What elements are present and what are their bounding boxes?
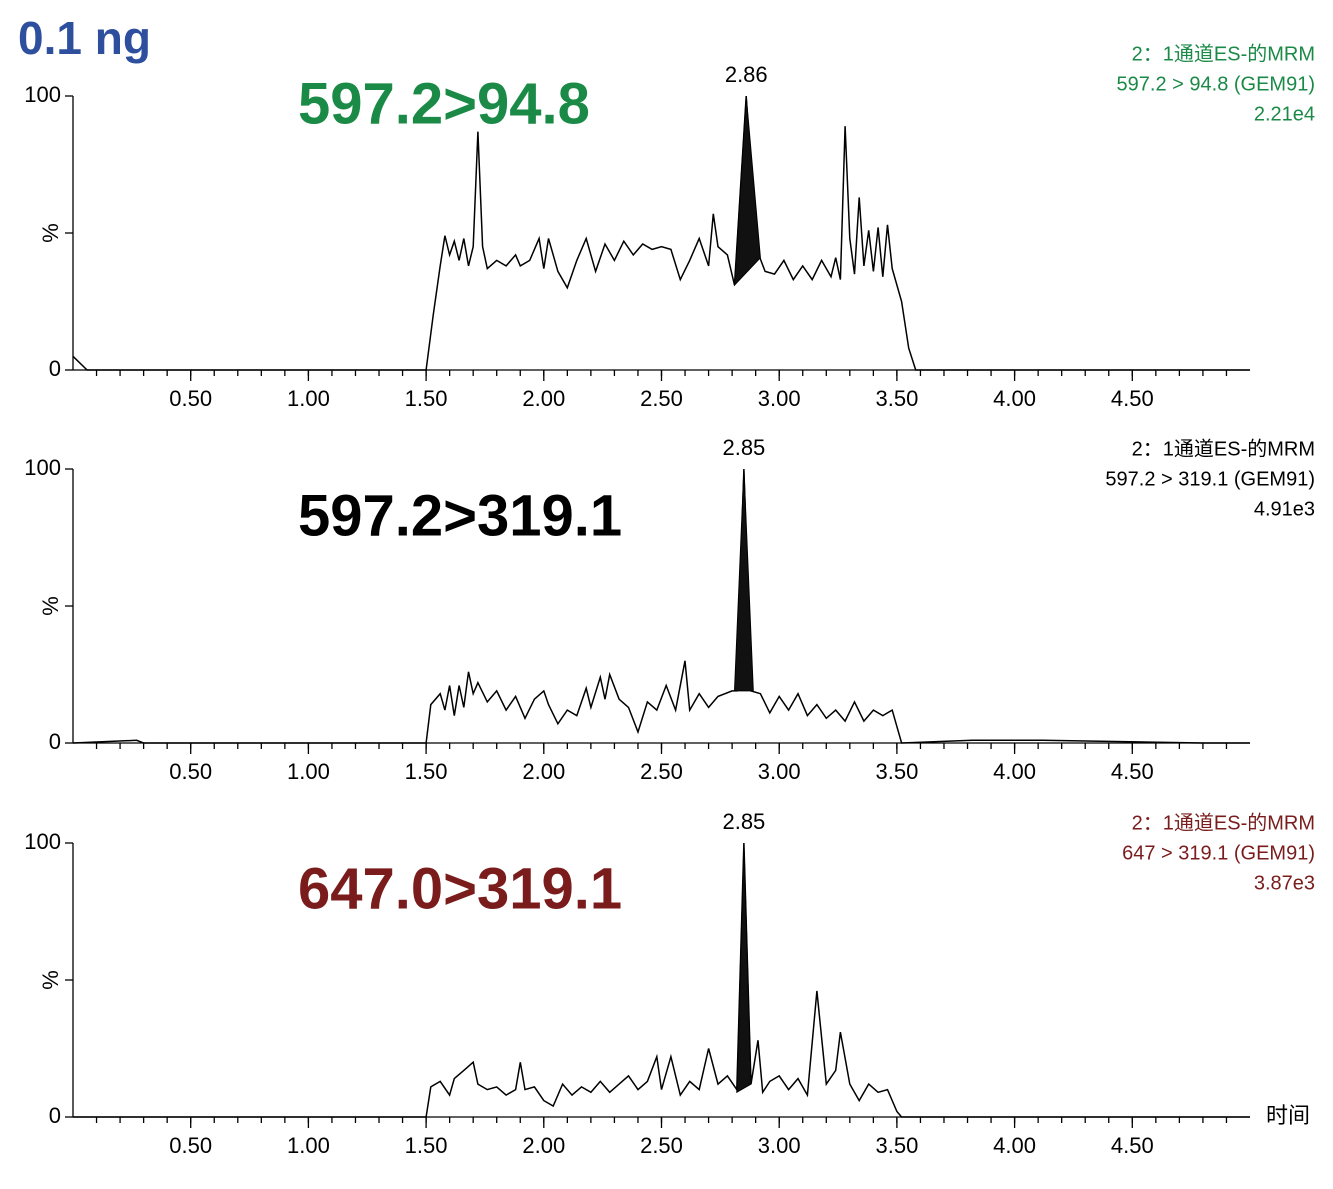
peak-label: 2.85 bbox=[722, 809, 765, 834]
x-tick-label: 2.00 bbox=[522, 1133, 565, 1158]
x-tick-label: 2.50 bbox=[640, 759, 683, 784]
trace bbox=[73, 842, 1250, 1118]
transition-label: 647.0>319.1 bbox=[298, 856, 622, 921]
x-tick-label: 4.00 bbox=[993, 1133, 1036, 1158]
x-tick-label: 3.50 bbox=[875, 759, 918, 784]
x-tick-label: 2.50 bbox=[640, 386, 683, 411]
x-tick-label: 1.50 bbox=[405, 386, 448, 411]
x-tick-label: 1.50 bbox=[405, 759, 448, 784]
x-tick-label: 3.00 bbox=[758, 759, 801, 784]
info-line: 597.2 > 94.8 (GEM91) bbox=[1117, 73, 1315, 95]
x-tick-label: 3.50 bbox=[875, 386, 918, 411]
info-line: 3.87e3 bbox=[1254, 872, 1315, 894]
y-tick-label: 0 bbox=[49, 1103, 61, 1128]
x-tick-label: 2.50 bbox=[640, 1133, 683, 1158]
y-axis-label: % bbox=[38, 596, 63, 616]
y-tick-label: 0 bbox=[49, 729, 61, 754]
peak-label: 2.85 bbox=[722, 435, 765, 460]
x-tick-label: 3.00 bbox=[758, 386, 801, 411]
x-tick-label: 4.00 bbox=[993, 386, 1036, 411]
x-tick-label: 0.50 bbox=[169, 1133, 212, 1158]
info-line: 2：1通道ES-的MRM bbox=[1132, 42, 1315, 65]
x-tick-label: 4.50 bbox=[1111, 1133, 1154, 1158]
x-tick-label: 4.50 bbox=[1111, 386, 1154, 411]
x-tick-label: 4.00 bbox=[993, 759, 1036, 784]
info-line: 597.2 > 319.1 (GEM91) bbox=[1105, 468, 1315, 490]
y-axis-label: % bbox=[38, 970, 63, 990]
x-tick-label: 2.00 bbox=[522, 759, 565, 784]
peak-area bbox=[733, 468, 754, 692]
x-tick-label: 0.50 bbox=[169, 386, 212, 411]
x-tick-label: 1.00 bbox=[287, 386, 330, 411]
info-line: 2.21e4 bbox=[1254, 103, 1315, 125]
x-tick-label: 3.50 bbox=[875, 1133, 918, 1158]
y-tick-label: 100 bbox=[24, 455, 61, 480]
transition-label: 597.2>94.8 bbox=[298, 71, 590, 136]
x-tick-label: 1.00 bbox=[287, 759, 330, 784]
peak-label: 2.86 bbox=[725, 62, 768, 87]
x-tick-label: 3.00 bbox=[758, 1133, 801, 1158]
y-tick-label: 0 bbox=[49, 356, 61, 381]
figure-title: 0.1 ng bbox=[18, 12, 151, 64]
info-line: 2：1通道ES-的MRM bbox=[1132, 437, 1315, 460]
y-tick-label: 100 bbox=[24, 829, 61, 854]
x-axis-label: 时间 bbox=[1266, 1103, 1310, 1128]
transition-label: 597.2>319.1 bbox=[298, 483, 622, 548]
x-tick-label: 1.00 bbox=[287, 1133, 330, 1158]
x-tick-label: 4.50 bbox=[1111, 759, 1154, 784]
peak-area bbox=[733, 95, 761, 287]
x-tick-label: 0.50 bbox=[169, 759, 212, 784]
y-tick-label: 100 bbox=[24, 82, 61, 107]
peak-area bbox=[736, 842, 752, 1094]
info-line: 2：1通道ES-的MRM bbox=[1132, 811, 1315, 834]
x-tick-label: 1.50 bbox=[405, 1133, 448, 1158]
info-line: 4.91e3 bbox=[1254, 498, 1315, 520]
info-line: 647 > 319.1 (GEM91) bbox=[1122, 842, 1315, 864]
trace bbox=[72, 95, 1250, 371]
trace bbox=[72, 468, 1250, 744]
x-tick-label: 2.00 bbox=[522, 386, 565, 411]
y-axis-label: % bbox=[38, 223, 63, 243]
